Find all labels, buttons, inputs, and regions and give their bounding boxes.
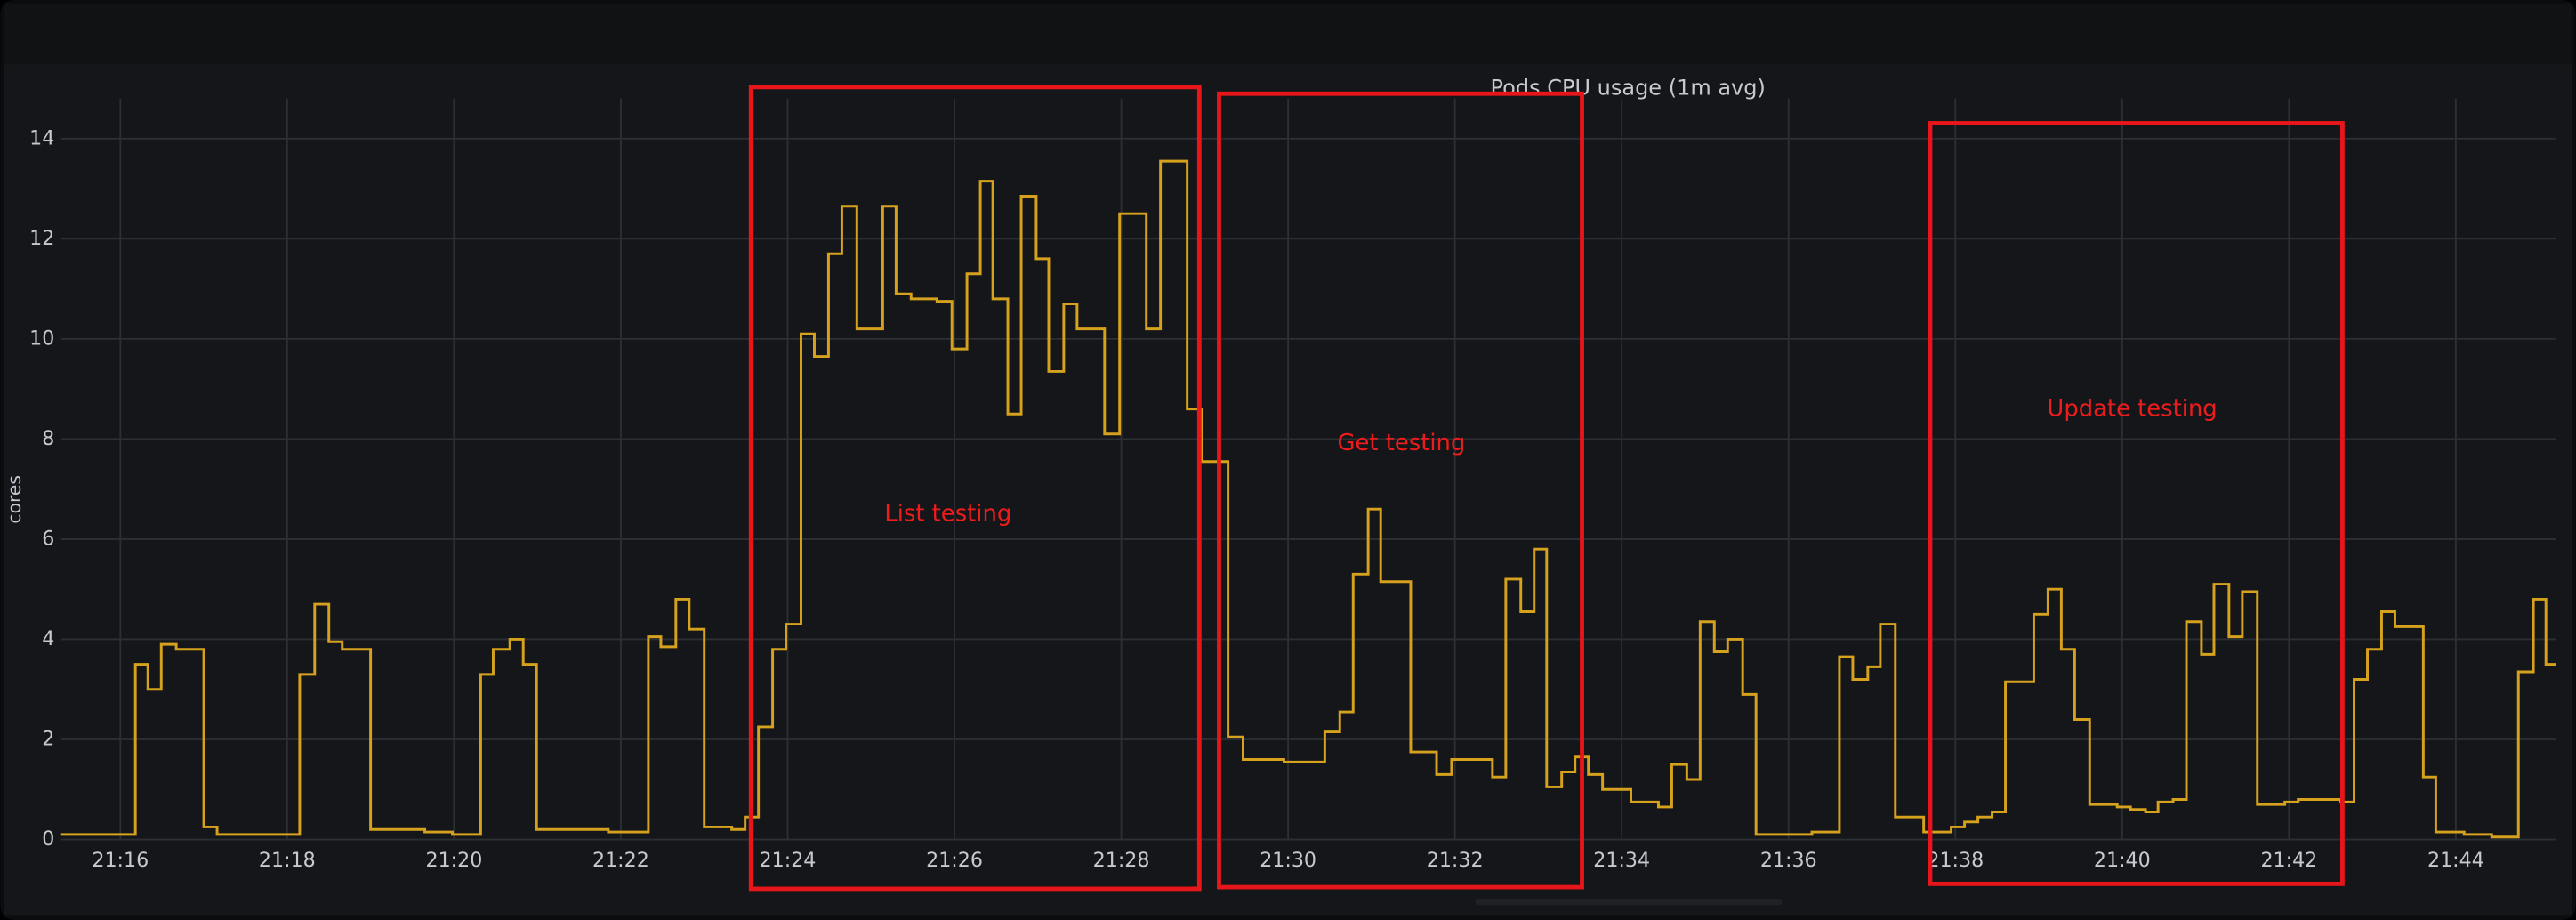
y-tick-label: 0 <box>42 827 54 851</box>
grid: 0 2 4 6 8 10 12 14 21:16 21:18 21:20 21:22 21:24 21:2… <box>29 98 2556 872</box>
x-tick-label: 21:36 <box>1760 849 1817 872</box>
scrollbar <box>1475 898 1783 906</box>
top-bar <box>4 3 2572 65</box>
x-tick-label: 21:32 <box>1427 849 1484 872</box>
cpu-line <box>60 159 2556 839</box>
y-tick-label: 8 <box>42 427 54 450</box>
x-tick-label: 21:26 <box>926 849 983 872</box>
x-tick-label: 21:42 <box>2260 849 2317 872</box>
y-tick-label: 12 <box>29 227 54 250</box>
y-tick-label: 2 <box>42 727 54 750</box>
annotation-box <box>1928 121 2345 886</box>
y-tick-label: 14 <box>29 126 54 149</box>
x-tick-label: 21:22 <box>592 849 649 872</box>
y-axis-label: cores <box>4 475 25 524</box>
x-tick-label: 21:16 <box>92 849 149 872</box>
plot <box>60 159 2556 839</box>
x-tick-label: 21:28 <box>1093 849 1150 872</box>
x-tick-label: 21:40 <box>2094 849 2151 872</box>
y-tick-label: 6 <box>42 527 54 550</box>
y-tick-label: 4 <box>42 627 54 650</box>
annotation-box <box>1217 91 1584 890</box>
x-tick-label: 21:18 <box>259 849 316 872</box>
y-tick-label: 10 <box>29 327 54 350</box>
annotation-box <box>748 85 1202 892</box>
x-tick-label: 21:38 <box>1927 849 1984 872</box>
annotation-label: Update testing <box>2047 395 2217 422</box>
annotations: List testing Get testing Update testing <box>748 85 2345 892</box>
x-tick-label: 21:30 <box>1260 849 1316 872</box>
annotation-label: List testing <box>884 500 1011 527</box>
chart-title: Pods CPU usage (1m avg) <box>1491 76 1766 101</box>
x-tick-label: 21:34 <box>1593 849 1650 872</box>
annotation-label: Get testing <box>1338 430 1466 456</box>
x-tick-label: 21:24 <box>760 849 817 872</box>
x-tick-label: 21:44 <box>2427 849 2484 872</box>
x-tick-label: 21:20 <box>425 849 482 872</box>
